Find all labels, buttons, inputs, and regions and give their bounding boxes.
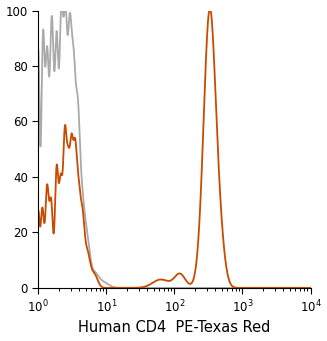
X-axis label: Human CD4  PE-Texas Red: Human CD4 PE-Texas Red	[78, 321, 270, 336]
